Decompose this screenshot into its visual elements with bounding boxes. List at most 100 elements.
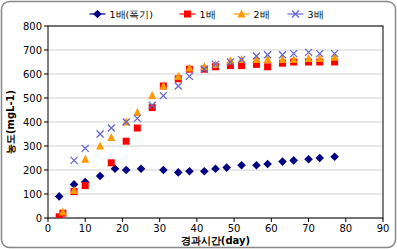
legend-label: 1배: [200, 9, 216, 20]
point: [149, 102, 156, 109]
x-tick-label: 10: [79, 223, 92, 234]
y-tick: [44, 26, 48, 27]
point: [212, 61, 219, 68]
point: [159, 82, 167, 90]
x-tick-label: 70: [302, 223, 315, 234]
plot-frame: [48, 26, 383, 218]
series: [59, 53, 339, 216]
legend-label: 1배(폭기): [110, 9, 153, 20]
point: [160, 92, 167, 99]
y-tick-label: 500: [23, 93, 42, 104]
legend-marker: [93, 10, 102, 19]
x-tick: [308, 218, 309, 222]
point: [159, 166, 168, 175]
x-tick-label: 90: [377, 223, 390, 234]
x-tick: [85, 218, 86, 222]
point: [107, 133, 115, 141]
y-tick-label: 100: [23, 189, 42, 200]
x-tick-label: 0: [45, 223, 51, 234]
y-tick-label: 600: [23, 69, 42, 80]
point: [175, 83, 182, 90]
point: [186, 73, 193, 80]
legend: 1배(폭기) 1배 2배 3배: [90, 9, 324, 20]
legend-marker: [184, 11, 191, 18]
marks: [55, 49, 339, 218]
point: [81, 155, 89, 163]
point: [122, 118, 130, 126]
x-tick: [234, 218, 235, 222]
point: [226, 56, 234, 64]
point: [211, 165, 220, 174]
point: [185, 64, 193, 72]
point: [238, 62, 245, 69]
point: [174, 72, 182, 80]
y-tick: [44, 218, 48, 219]
point: [96, 172, 105, 181]
x-tick: [383, 218, 384, 222]
point: [278, 157, 287, 166]
point: [108, 159, 115, 166]
point: [82, 145, 89, 152]
point: [222, 163, 231, 172]
x-tick-label: 30: [153, 223, 166, 234]
point: [96, 142, 104, 150]
grid-line: [48, 74, 383, 75]
point: [108, 125, 115, 132]
point: [134, 125, 141, 132]
point: [331, 50, 338, 57]
point: [316, 50, 323, 57]
point: [316, 54, 324, 62]
point: [238, 55, 246, 63]
point: [71, 157, 78, 164]
legend-label: 2배: [254, 9, 270, 20]
y-tick-label: 700: [23, 45, 42, 56]
x-tick-label: 80: [339, 223, 352, 234]
point: [122, 166, 131, 175]
y-tick-label: 200: [23, 165, 42, 176]
x-tick: [159, 218, 160, 222]
y-tick: [44, 50, 48, 51]
x-tick: [345, 218, 346, 222]
y-tick-label: 400: [23, 117, 42, 128]
y-tick-label: 800: [23, 21, 42, 32]
point: [315, 154, 324, 163]
point: [97, 131, 104, 138]
point: [123, 119, 130, 126]
y-tick: [44, 146, 48, 147]
y-tick: [44, 170, 48, 171]
point: [289, 156, 298, 165]
point: [82, 182, 89, 189]
grid-line: [48, 50, 383, 51]
point: [264, 55, 272, 63]
point: [59, 208, 67, 216]
x-tick: [271, 218, 272, 222]
series: [56, 59, 338, 219]
point: [201, 66, 208, 73]
legend-label: 3배: [308, 9, 324, 20]
grid-line: [48, 194, 383, 195]
y-tick: [44, 122, 48, 123]
point: [252, 161, 261, 170]
grid-line: [48, 98, 383, 99]
point: [238, 56, 245, 63]
point: [263, 160, 272, 169]
point: [279, 55, 287, 63]
series: [55, 153, 339, 201]
point: [305, 49, 312, 56]
y-tick: [44, 194, 48, 195]
x-tick-label: 20: [116, 223, 129, 234]
y-tick-label: 0: [36, 213, 42, 224]
point: [185, 167, 194, 176]
point: [134, 115, 141, 122]
point: [330, 153, 339, 162]
y-tick-label: 300: [23, 141, 42, 152]
point: [212, 60, 220, 68]
point: [160, 83, 167, 90]
point: [174, 168, 183, 177]
y-tick: [44, 74, 48, 75]
point: [304, 155, 313, 164]
x-tick: [122, 218, 123, 222]
y-tick: [44, 98, 48, 99]
point: [279, 51, 286, 58]
point: [237, 161, 246, 170]
